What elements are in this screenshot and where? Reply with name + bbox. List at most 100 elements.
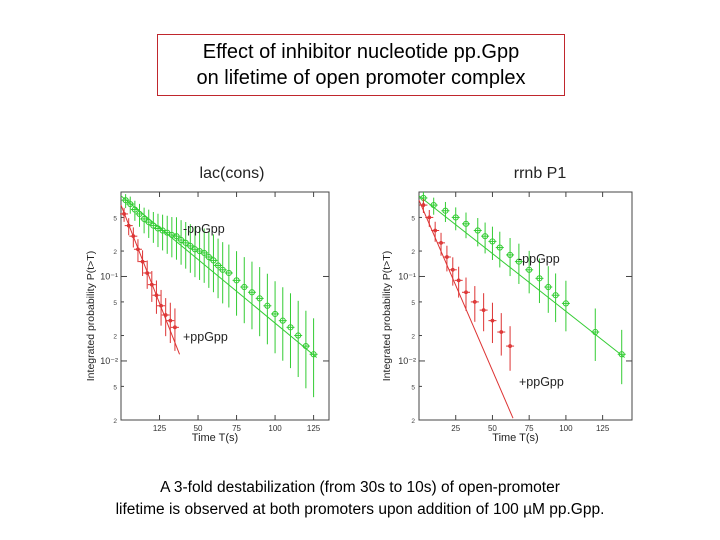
data-point xyxy=(205,253,212,261)
y-minor-label: 2 xyxy=(411,249,415,256)
data-point xyxy=(472,300,477,304)
data-point xyxy=(464,290,468,295)
series-minus-ppgpp: -ppGpp xyxy=(120,194,318,398)
x-axis-label: Time T(s) xyxy=(492,432,538,444)
data-point xyxy=(149,282,154,287)
data-point xyxy=(136,247,140,252)
x-tick-label: 50 xyxy=(488,424,497,433)
chart-panel-1: lac(cons) 125 50 75 100 125 Time T(s) 10⁻¹ 10⁻² 5… xyxy=(85,165,330,444)
x-tick-label: 75 xyxy=(525,424,534,433)
y-minor-label: 2 xyxy=(411,418,415,425)
data-point xyxy=(450,267,455,272)
data-point xyxy=(126,223,131,228)
y-minor-label: 5 xyxy=(113,215,117,222)
fit-line xyxy=(120,204,181,355)
plot-frame xyxy=(418,191,633,421)
data-point xyxy=(279,317,286,324)
data-point xyxy=(310,351,317,358)
charts-canvas: lac(cons) 125 50 75 100 125 Time T(s) 10⁻¹ 10⁻² 5… xyxy=(85,165,633,444)
y-minor-label: 2 xyxy=(113,334,117,341)
data-point xyxy=(201,249,208,257)
data-point xyxy=(271,310,279,318)
data-point xyxy=(140,259,145,264)
data-point xyxy=(456,278,461,283)
data-point xyxy=(430,201,437,209)
y-tick-label: 10⁻² xyxy=(100,356,118,366)
y-axis-label: Integrated probability P(t>T) xyxy=(381,251,393,381)
data-point xyxy=(168,318,173,323)
data-point xyxy=(515,258,522,265)
data-point xyxy=(131,206,138,213)
y-minor-label: 2 xyxy=(411,334,415,341)
data-point xyxy=(219,266,226,273)
x-tick-label: 125 xyxy=(153,424,167,433)
data-point xyxy=(187,242,194,250)
plot-frame xyxy=(120,191,330,421)
y-tick-label: 10⁻¹ xyxy=(100,271,118,281)
series-label: -ppGpp xyxy=(518,252,560,266)
data-point xyxy=(536,275,543,282)
data-point xyxy=(141,215,148,223)
data-point xyxy=(302,342,309,350)
data-point xyxy=(264,302,271,309)
data-point xyxy=(233,277,240,284)
data-point xyxy=(490,318,495,323)
x-tick-label: 50 xyxy=(194,424,203,433)
chart-title: lac(cons) xyxy=(200,165,265,182)
data-point xyxy=(177,236,185,244)
series-label: +ppGpp xyxy=(183,330,228,344)
data-point xyxy=(163,313,168,317)
data-point xyxy=(287,324,294,331)
data-point xyxy=(433,228,438,233)
y-minor-label: 2 xyxy=(113,249,117,256)
chart-title: rrnb P1 xyxy=(514,165,567,182)
data-point xyxy=(131,234,136,239)
data-point xyxy=(489,238,496,245)
data-point xyxy=(481,308,486,312)
data-point xyxy=(159,303,163,308)
data-point xyxy=(499,330,504,334)
x-tick-label: 125 xyxy=(307,424,321,433)
data-point xyxy=(182,239,189,246)
data-point xyxy=(562,300,569,307)
data-point xyxy=(225,269,232,277)
data-point xyxy=(214,262,222,269)
y-tick-label: 10⁻¹ xyxy=(398,271,416,281)
data-point xyxy=(452,214,459,221)
data-point xyxy=(150,222,157,229)
data-point xyxy=(526,266,533,273)
y-minor-label: 5 xyxy=(411,300,415,307)
data-point xyxy=(618,351,625,358)
x-tick-label: 125 xyxy=(596,424,610,433)
x-tick-label: 100 xyxy=(559,424,573,433)
slide-title-line2: on lifetime of open promoter complex xyxy=(196,67,526,89)
data-point xyxy=(427,215,432,220)
data-point xyxy=(256,295,263,302)
y-minor-label: 2 xyxy=(113,418,117,425)
data-point xyxy=(545,283,552,291)
data-point xyxy=(439,240,443,245)
y-minor-label: 5 xyxy=(411,384,415,391)
x-axis-label: Time T(s) xyxy=(192,432,238,444)
series-plus-ppgpp: +ppGpp xyxy=(120,204,228,355)
data-point xyxy=(295,332,302,339)
y-minor-label: 5 xyxy=(113,384,117,391)
data-point xyxy=(462,220,470,227)
data-point xyxy=(173,233,180,240)
y-minor-label: 5 xyxy=(411,215,415,222)
data-point xyxy=(122,197,129,204)
series-label: -ppGpp xyxy=(183,222,225,236)
data-point xyxy=(592,328,599,336)
caption-line1: A 3-fold destabilization (from 30s to 10… xyxy=(160,479,560,496)
data-point xyxy=(127,200,134,208)
caption-line2: lifetime is observed at both promoters u… xyxy=(115,501,605,518)
series-minus-ppgpp: -ppGpp xyxy=(418,192,626,385)
data-point xyxy=(145,219,152,226)
data-point xyxy=(496,244,503,251)
fit-line xyxy=(418,195,625,358)
data-point xyxy=(421,203,426,207)
data-point xyxy=(442,207,449,214)
data-point xyxy=(210,257,217,264)
data-point xyxy=(474,227,481,234)
